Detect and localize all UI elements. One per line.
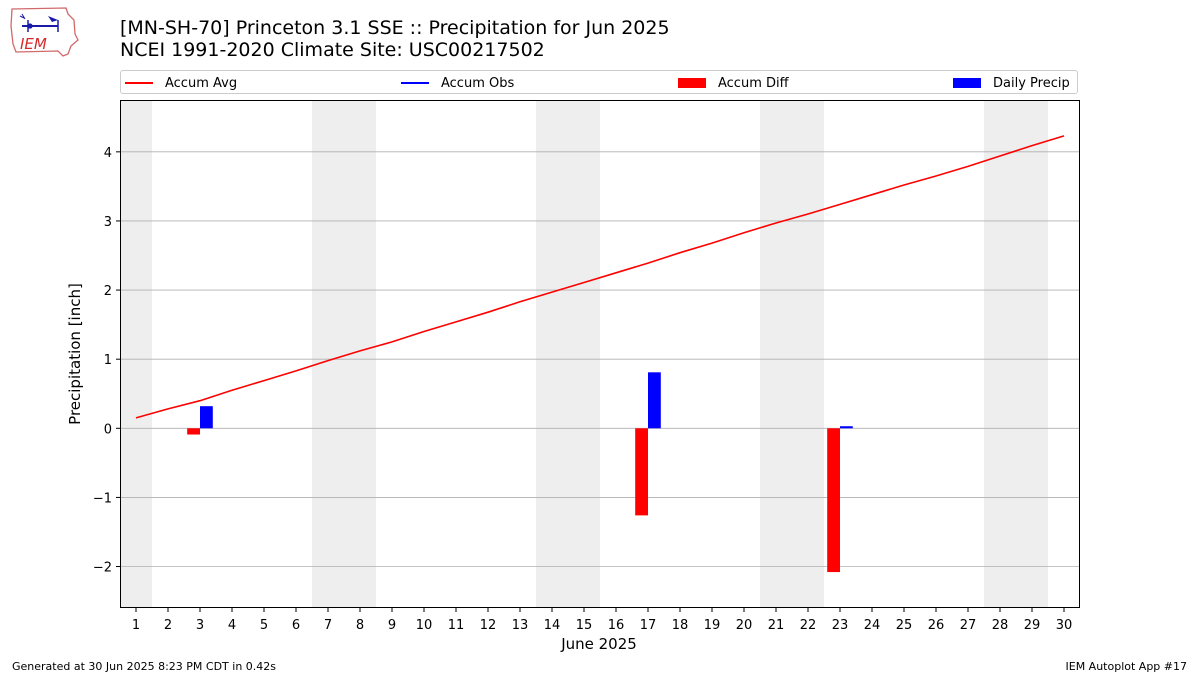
x-tick-label: 11 — [448, 618, 465, 633]
weekend-band — [536, 100, 568, 608]
plot-frame — [120, 100, 1080, 608]
y-tick-label: −1 — [93, 491, 112, 506]
iem-logo-text: IEM — [20, 35, 47, 53]
x-tick-label: 9 — [388, 618, 396, 633]
x-tick-label: 19 — [704, 618, 721, 633]
legend-accum-avg: Accum Avg — [125, 74, 237, 92]
accum-avg-line — [135, 135, 1065, 419]
y-axis-label: Precipitation [inch] — [66, 283, 84, 425]
x-tick-label: 18 — [672, 618, 689, 633]
weekend-band — [792, 100, 824, 608]
legend-accum-diff-swatch — [678, 78, 706, 88]
x-tick-label: 30 — [1056, 618, 1073, 633]
app-label: IEM Autoplot App #17 — [1065, 660, 1188, 673]
x-tick-label: 10 — [416, 618, 433, 633]
x-tick-label: 1 — [132, 618, 140, 633]
legend-daily-precip-swatch — [953, 78, 981, 88]
legend-accum-obs-label: Accum Obs — [441, 75, 515, 91]
x-tick-label: 15 — [576, 618, 593, 633]
generated-timestamp: Generated at 30 Jun 2025 8:23 PM CDT in … — [12, 660, 277, 673]
x-axis-label: June 2025 — [560, 635, 637, 653]
x-tick-label: 13 — [512, 618, 529, 633]
accum-diff-bar — [827, 428, 840, 573]
x-tick-label: 26 — [928, 618, 945, 633]
y-tick-label: 3 — [104, 215, 112, 230]
iem-logo: IEM — [8, 6, 80, 62]
legend-daily-precip: Daily Precip — [953, 74, 1070, 92]
legend-daily-precip-label: Daily Precip — [993, 75, 1070, 91]
title-line-1: [MN-SH-70] Princeton 3.1 SSE :: Precipit… — [120, 17, 670, 39]
x-tick-label: 17 — [640, 618, 657, 633]
weekend-band — [120, 100, 152, 608]
title-line-2: NCEI 1991-2020 Climate Site: USC00217502 — [120, 39, 545, 61]
x-tick-label: 14 — [544, 618, 561, 633]
y-tick-label: 1 — [104, 353, 112, 368]
legend-accum-diff: Accum Diff — [678, 74, 789, 92]
y-tick-label: 0 — [104, 422, 112, 437]
x-tick-label: 3 — [196, 618, 204, 633]
x-tick-label: 21 — [768, 618, 785, 633]
daily-precip-bar — [200, 406, 213, 429]
x-tick-label: 2 — [164, 618, 172, 633]
daily-precip-bar — [648, 372, 661, 429]
legend-accum-obs-swatch — [401, 82, 429, 84]
x-tick-label: 25 — [896, 618, 913, 633]
weekend-band — [312, 100, 344, 608]
x-tick-label: 7 — [324, 618, 332, 633]
daily-precip-bar — [840, 426, 853, 429]
x-tick-label: 16 — [608, 618, 625, 633]
accum-diff-bar — [635, 428, 648, 516]
legend-accum-avg-swatch — [125, 82, 153, 84]
x-tick-label: 5 — [260, 618, 268, 633]
x-tick-label: 27 — [960, 618, 977, 633]
x-tick-label: 8 — [356, 618, 364, 633]
x-tick-label: 22 — [800, 618, 817, 633]
chart-title: [MN-SH-70] Princeton 3.1 SSE :: Precipit… — [120, 17, 670, 61]
y-tick-label: −2 — [93, 561, 112, 576]
x-tick-label: 12 — [480, 618, 497, 633]
y-tick-label: 4 — [104, 146, 112, 161]
weekend-band — [984, 100, 1016, 608]
weekend-band — [760, 100, 792, 608]
chart-legend: Accum Avg Accum Obs Accum Diff Daily Pre… — [120, 70, 1078, 94]
legend-accum-diff-label: Accum Diff — [718, 75, 789, 91]
x-tick-label: 29 — [1024, 618, 1041, 633]
x-tick-label: 28 — [992, 618, 1009, 633]
accum-diff-bar — [187, 428, 200, 435]
x-tick-label: 4 — [228, 618, 236, 633]
x-tick-label: 6 — [292, 618, 300, 633]
y-tick-label: 2 — [104, 284, 112, 299]
x-tick-label: 23 — [832, 618, 849, 633]
weekend-band — [1016, 100, 1048, 608]
legend-accum-avg-label: Accum Avg — [165, 75, 238, 91]
x-tick-label: 24 — [864, 618, 881, 633]
weekend-band — [568, 100, 600, 608]
x-tick-label: 20 — [736, 618, 753, 633]
legend-accum-obs: Accum Obs — [401, 74, 514, 92]
